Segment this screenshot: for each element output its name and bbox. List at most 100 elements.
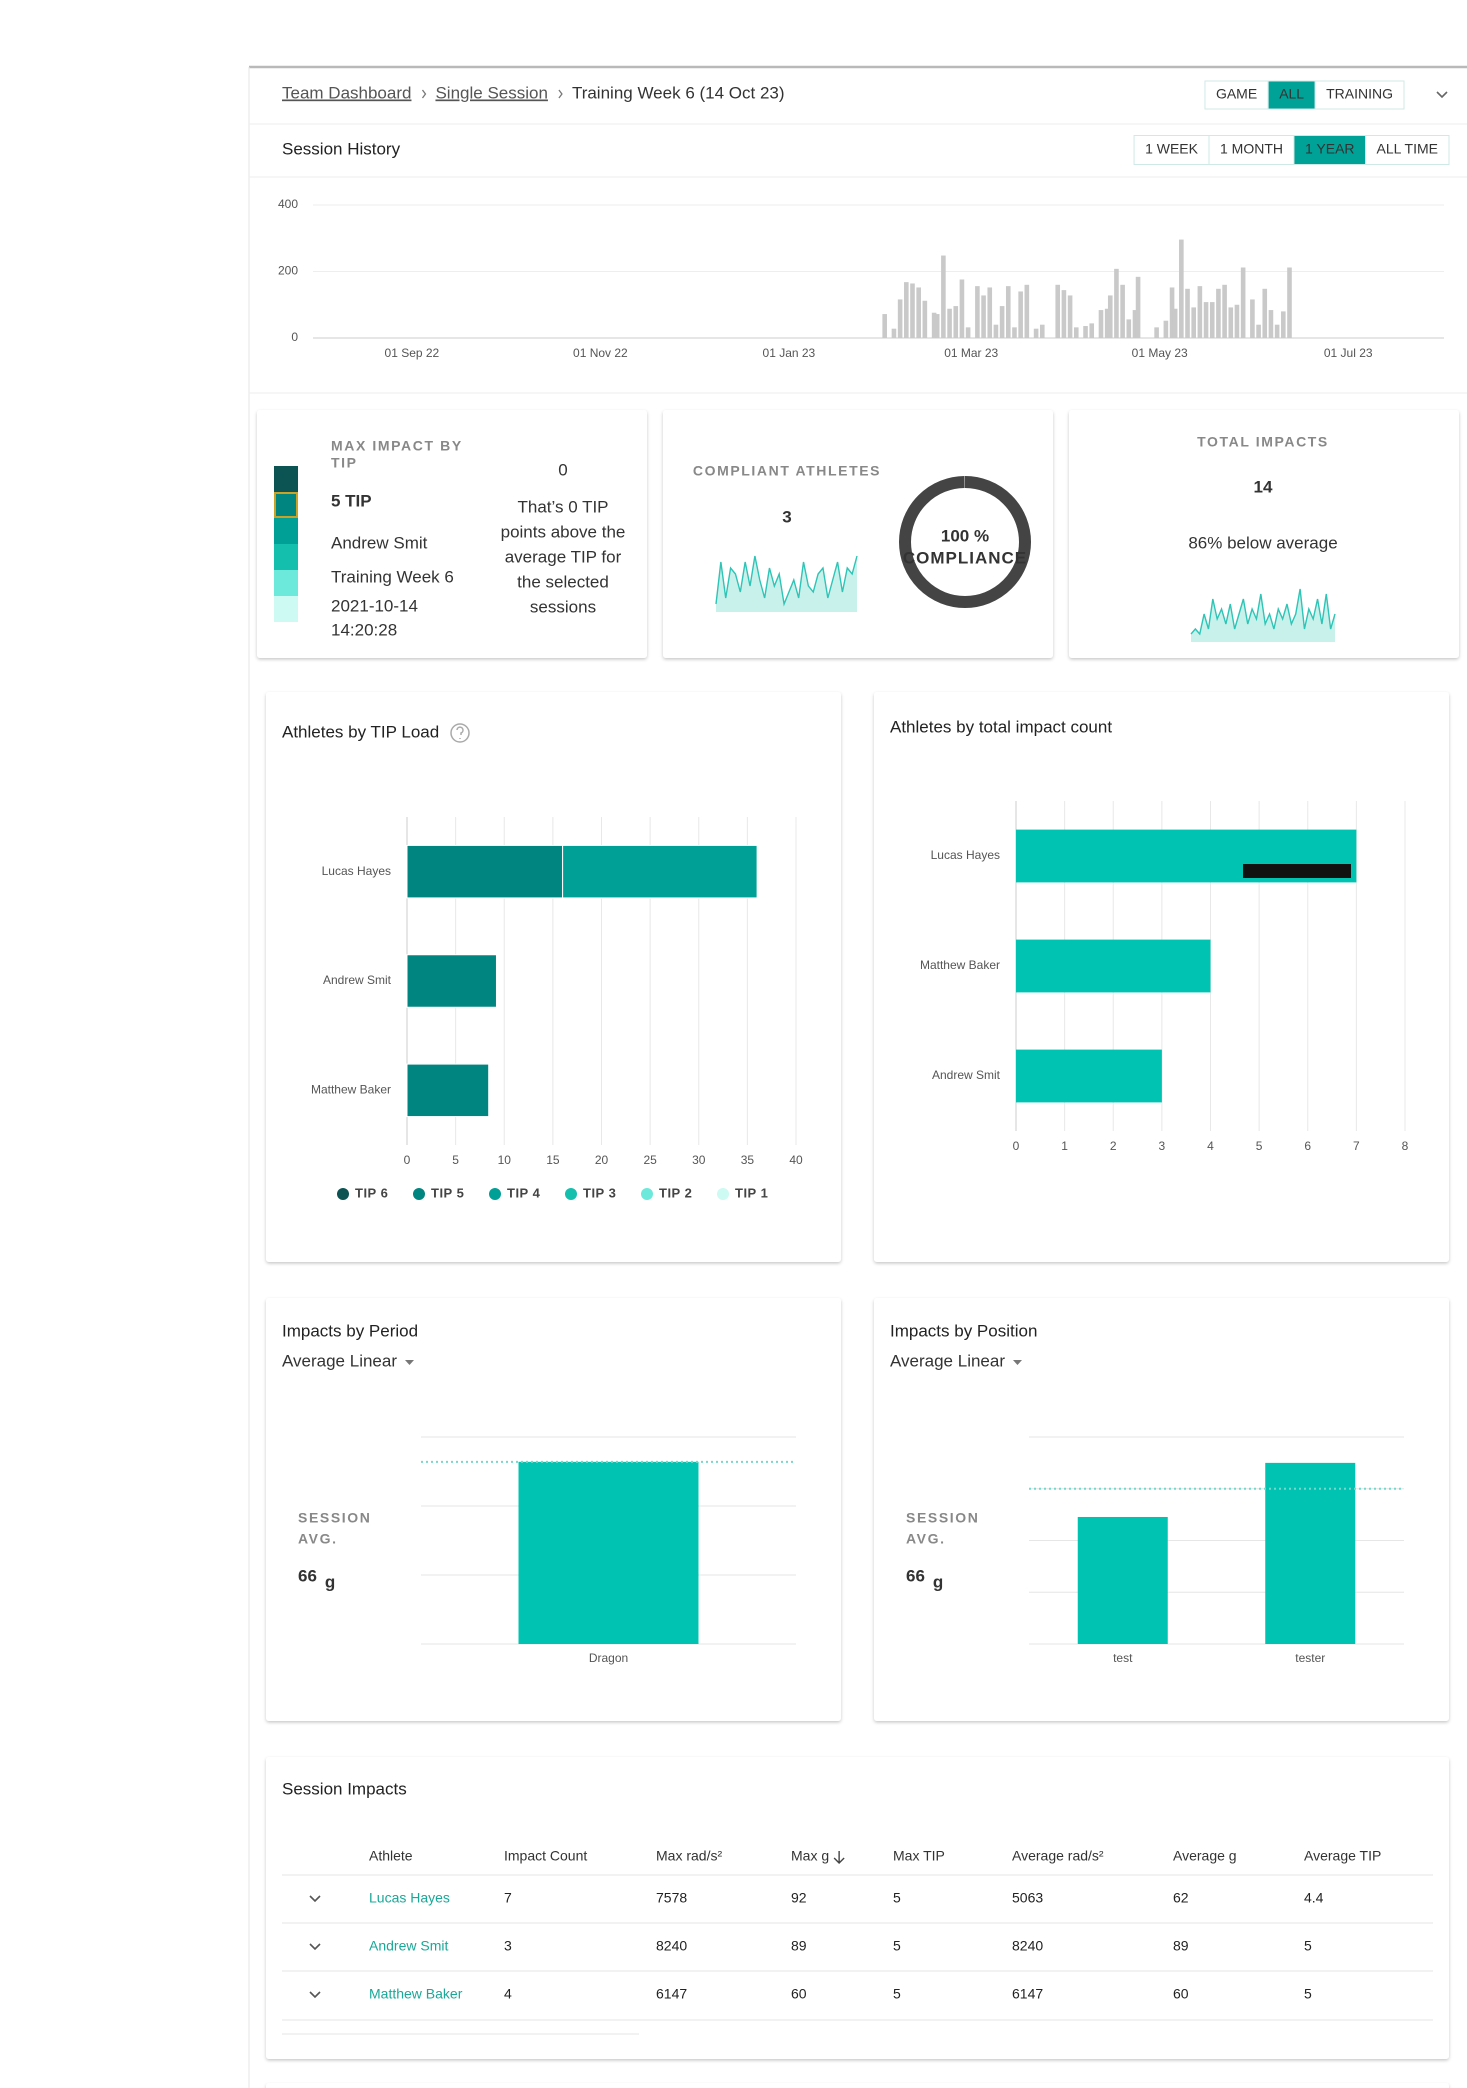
bar	[882, 314, 887, 338]
bar	[891, 328, 897, 338]
table-cell: 8240	[656, 1938, 687, 1954]
bar	[1018, 291, 1023, 338]
bar	[1005, 286, 1011, 338]
timestamp: 14:20:28	[331, 620, 397, 639]
expand-chevron[interactable]	[309, 1991, 321, 1999]
bar	[1169, 287, 1175, 338]
y-tick-label: Lucas Hayes	[322, 864, 391, 878]
bar	[987, 287, 993, 338]
column-header[interactable]: Max g	[791, 1848, 829, 1864]
toggle-label[interactable]: 1 YEAR	[1305, 141, 1355, 157]
toggle-button[interactable]	[1314, 80, 1405, 110]
bar	[1012, 327, 1017, 338]
x-tick-label: 3	[1159, 1139, 1166, 1153]
bar	[981, 295, 986, 338]
toggle-label[interactable]: GAME	[1216, 86, 1257, 102]
column-header[interactable]: Max rad/s²	[656, 1848, 722, 1864]
x-tick-label: 01 Sep 22	[385, 346, 440, 360]
y-tick-label: 400	[278, 197, 298, 211]
summary-label: AVG.	[906, 1531, 946, 1547]
bar	[959, 279, 965, 338]
bar	[1228, 307, 1234, 338]
athlete-link[interactable]: Lucas Hayes	[369, 1890, 450, 1906]
breadcrumb-current: Training Week 6 (14 Oct 23)	[572, 83, 785, 102]
bar	[1268, 310, 1274, 338]
help-icon[interactable]	[450, 723, 470, 743]
bar	[1185, 288, 1190, 338]
sort-arrow[interactable]	[833, 1851, 845, 1864]
panel-title: Impacts by Position	[890, 1321, 1037, 1340]
table-cell: 60	[1173, 1986, 1189, 2002]
y-tick-label: Andrew Smit	[932, 1068, 1001, 1082]
column-header[interactable]: Average rad/s²	[1012, 1848, 1104, 1864]
dropdown-caret[interactable]	[405, 1360, 414, 1365]
bar	[1216, 288, 1221, 338]
tip-swatch	[274, 466, 298, 492]
toggle-label[interactable]: ALL	[1279, 86, 1304, 102]
bar	[1287, 267, 1292, 338]
sparkline	[1190, 588, 1336, 636]
bar	[1016, 1049, 1162, 1103]
toggle-button[interactable]	[1133, 135, 1210, 165]
bar	[1033, 328, 1039, 338]
column-header[interactable]: Max TIP	[893, 1848, 945, 1864]
bar	[1281, 311, 1286, 338]
toggle-label[interactable]: 1 MONTH	[1220, 141, 1283, 157]
expand-chevron[interactable]	[309, 1895, 321, 1903]
note: sessions	[530, 597, 596, 616]
x-tick-label: 1	[1061, 1139, 1068, 1153]
tooltip-artifact	[1243, 864, 1351, 878]
dropdown-caret[interactable]	[1013, 1360, 1022, 1365]
breadcrumb-separator	[558, 89, 563, 99]
column-header[interactable]: Average TIP	[1304, 1848, 1381, 1864]
toggle-label[interactable]: TRAINING	[1326, 86, 1393, 102]
bar	[518, 1461, 699, 1644]
tip-swatch	[274, 570, 298, 596]
column-header[interactable]: Average g	[1173, 1848, 1237, 1864]
bar	[1274, 324, 1280, 338]
bar	[904, 282, 909, 338]
table-cell: 89	[1173, 1938, 1189, 1954]
athlete-link[interactable]: Andrew Smit	[369, 1938, 448, 1954]
bar	[1135, 276, 1141, 338]
summary-unit: g	[325, 1572, 335, 1591]
bar	[1024, 284, 1030, 338]
breadcrumb-link[interactable]: Team Dashboard	[282, 83, 411, 102]
table-cell: 62	[1173, 1890, 1189, 1906]
note: That’s 0 TIP	[517, 497, 608, 516]
bar	[910, 283, 915, 338]
bar-segment	[406, 1063, 490, 1118]
card-value: 14	[1254, 477, 1273, 496]
table-cell: 92	[791, 1890, 807, 1906]
bar	[1132, 310, 1138, 338]
toggle-label[interactable]: 1 WEEK	[1145, 141, 1199, 157]
x-tick-label: 20	[595, 1153, 609, 1167]
toggle-label[interactable]: ALL TIME	[1377, 141, 1438, 157]
metric-select[interactable]: Average Linear	[282, 1351, 397, 1370]
y-tick-label: Lucas Hayes	[931, 848, 1000, 862]
athlete-link[interactable]: Matthew Baker	[369, 1986, 463, 2002]
summary-label: SESSION	[906, 1510, 979, 1526]
legend-label: TIP 3	[583, 1185, 616, 1200]
x-tick-label: 0	[1013, 1139, 1020, 1153]
panel-title: Impacts by Period	[282, 1321, 418, 1340]
legend-swatch	[337, 1188, 349, 1200]
toggle-button[interactable]	[1365, 135, 1450, 165]
table-cell: 5063	[1012, 1890, 1043, 1906]
bar	[1256, 324, 1261, 338]
timestamp: 2021-10-14	[331, 596, 418, 615]
breadcrumb-link[interactable]: Single Session	[435, 83, 547, 102]
toggle-button[interactable]	[1208, 135, 1295, 165]
column-header[interactable]: Impact Count	[504, 1848, 587, 1864]
dropdown-chevron[interactable]	[1436, 91, 1448, 99]
panel-title: Athletes by total impact count	[890, 717, 1112, 736]
bar-segment	[562, 844, 758, 899]
metric-select[interactable]: Average Linear	[890, 1351, 1005, 1370]
legend-label: TIP 5	[431, 1185, 464, 1200]
card	[257, 410, 647, 658]
bar-segment	[406, 954, 497, 1008]
column-header[interactable]: Athlete	[369, 1848, 413, 1864]
table-cell: 5	[893, 1890, 901, 1906]
bar	[1172, 308, 1178, 338]
expand-chevron[interactable]	[309, 1943, 321, 1951]
